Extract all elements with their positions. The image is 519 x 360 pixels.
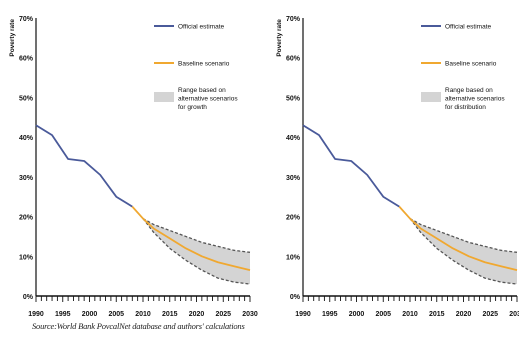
y-tick-label: 0% bbox=[23, 294, 34, 301]
official-estimate-line bbox=[35, 124, 133, 208]
legend-label-baseline: Baseline scenario bbox=[178, 61, 230, 68]
range-band-area bbox=[143, 218, 250, 285]
x-tick-label: 2010 bbox=[402, 311, 418, 318]
y-tick-label: 70% bbox=[19, 16, 34, 23]
legend: Official estimate Baseline scenario Range … bbox=[154, 24, 238, 111]
legend-label-official: Official estimate bbox=[178, 24, 225, 31]
x-tick-label: 2005 bbox=[108, 311, 124, 318]
legend-swatch-range bbox=[421, 92, 441, 102]
x-tick-label: 2030 bbox=[242, 311, 258, 318]
x-tick-label: 2000 bbox=[82, 311, 98, 318]
range-band-lower-line bbox=[409, 218, 518, 285]
legend-swatch-range bbox=[154, 92, 174, 102]
chart-panel-1: Poverty rate 0% 10% 20% 30% 40% 50% 60% 70% 1990 1… bbox=[9, 16, 258, 318]
range-band-area bbox=[410, 218, 517, 285]
legend-label-official: Official estimate bbox=[445, 24, 492, 31]
y-tick-label: 20% bbox=[19, 215, 34, 222]
x-tick-label: 1990 bbox=[295, 311, 311, 318]
chart-panel-2: Poverty rate 0% 10% 20% 30% 40% 50% 60% 70% 1990 1… bbox=[276, 16, 519, 318]
legend-label-range: Range based on alternative scenarios for g… bbox=[178, 87, 238, 111]
y-axis-title: Poverty rate bbox=[9, 19, 16, 57]
x-tick-label: 2015 bbox=[429, 311, 445, 318]
y-tick-label: 40% bbox=[286, 135, 301, 142]
official-estimate-line bbox=[302, 124, 400, 208]
x-tick-label: 1995 bbox=[322, 311, 338, 318]
y-tick-label: 60% bbox=[19, 56, 34, 63]
baseline-scenario-line bbox=[131, 206, 251, 272]
source-note: Source:World Bank PovcalNet database and… bbox=[32, 321, 245, 331]
x-tick-label: 2020 bbox=[456, 311, 472, 318]
y-tick-label: 50% bbox=[19, 95, 34, 102]
y-tick-label: 30% bbox=[19, 175, 34, 182]
baseline-scenario-line bbox=[398, 206, 518, 272]
x-tick-label: 2015 bbox=[162, 311, 178, 318]
y-tick-label: 50% bbox=[286, 95, 301, 102]
legend-label-range: Range based on alternative scenarios for d… bbox=[445, 87, 505, 111]
x-tick-label: 2010 bbox=[135, 311, 151, 318]
y-tick-label: 0% bbox=[290, 294, 301, 301]
y-tick-label: 70% bbox=[286, 16, 301, 23]
legend: Official estimate Baseline scenario Range … bbox=[421, 24, 505, 111]
y-tick-label: 10% bbox=[19, 254, 34, 261]
legend-label-baseline: Baseline scenario bbox=[445, 61, 497, 68]
range-band-lower-line bbox=[142, 218, 251, 285]
range-band-upper-line bbox=[142, 217, 251, 253]
y-tick-label: 30% bbox=[286, 175, 301, 182]
x-tick-label: 1990 bbox=[28, 311, 44, 318]
x-tick-label: 1995 bbox=[55, 311, 71, 318]
y-tick-label: 60% bbox=[286, 56, 301, 63]
x-tick-label: 2025 bbox=[215, 311, 231, 318]
x-tick-label: 2000 bbox=[349, 311, 365, 318]
x-tick-label: 2020 bbox=[189, 311, 205, 318]
x-tick-label: 2030 bbox=[509, 311, 519, 318]
x-tick-label: 2005 bbox=[375, 311, 391, 318]
y-tick-label: 20% bbox=[286, 215, 301, 222]
y-tick-label: 40% bbox=[19, 135, 34, 142]
y-tick-label: 10% bbox=[286, 254, 301, 261]
range-band-upper-line bbox=[409, 217, 518, 253]
y-axis-title: Poverty rate bbox=[276, 19, 283, 57]
x-tick-label: 2025 bbox=[482, 311, 498, 318]
